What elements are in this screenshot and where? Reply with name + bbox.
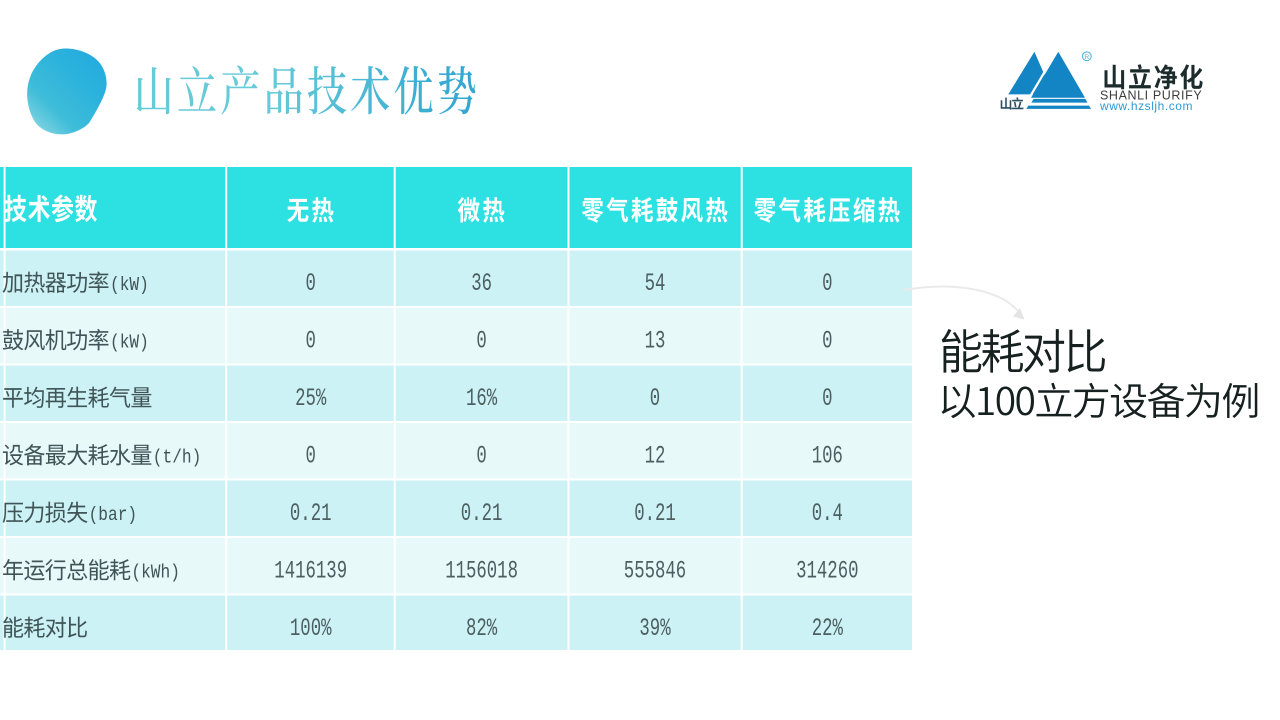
svg-text:1416139: 1416139 — [274, 557, 347, 586]
svg-text:0.21: 0.21 — [290, 499, 332, 528]
svg-text:0: 0 — [822, 384, 832, 413]
svg-text:39%: 39% — [639, 614, 671, 643]
svg-text:106: 106 — [812, 442, 843, 471]
svg-text:12: 12 — [645, 442, 666, 471]
svg-text:0: 0 — [306, 442, 316, 471]
svg-text:0: 0 — [306, 327, 316, 356]
svg-text:25%: 25% — [295, 384, 327, 413]
svg-text:SHANLI PURIFY: SHANLI PURIFY — [1100, 89, 1202, 103]
svg-text:(kWh): (kWh) — [131, 562, 180, 584]
svg-text:16%: 16% — [466, 384, 498, 413]
svg-text:1156018: 1156018 — [445, 557, 518, 586]
svg-text:555846: 555846 — [624, 557, 686, 586]
svg-text:0: 0 — [476, 442, 486, 471]
svg-text:www.hzsljh.com: www.hzsljh.com — [1099, 99, 1193, 113]
svg-text:13: 13 — [645, 327, 666, 356]
svg-text:0: 0 — [476, 327, 486, 356]
svg-text:0.21: 0.21 — [461, 499, 503, 528]
svg-text:0.4: 0.4 — [812, 499, 843, 528]
svg-text:0: 0 — [306, 269, 316, 298]
svg-text:R: R — [1084, 54, 1089, 61]
svg-text:(bar): (bar) — [89, 504, 138, 526]
svg-text:314260: 314260 — [796, 557, 858, 586]
svg-text:36: 36 — [471, 269, 492, 298]
svg-text:0: 0 — [822, 327, 832, 356]
svg-text:82%: 82% — [466, 614, 498, 643]
svg-text:100%: 100% — [290, 614, 332, 643]
svg-text:0: 0 — [650, 384, 660, 413]
svg-text:0.21: 0.21 — [634, 499, 676, 528]
svg-text:(kW): (kW) — [110, 274, 149, 296]
svg-text:22%: 22% — [812, 614, 844, 643]
svg-text:(t/h): (t/h) — [153, 447, 202, 469]
svg-text:0: 0 — [822, 269, 832, 298]
svg-text:(kW): (kW) — [110, 332, 149, 354]
svg-text:54: 54 — [645, 269, 666, 298]
